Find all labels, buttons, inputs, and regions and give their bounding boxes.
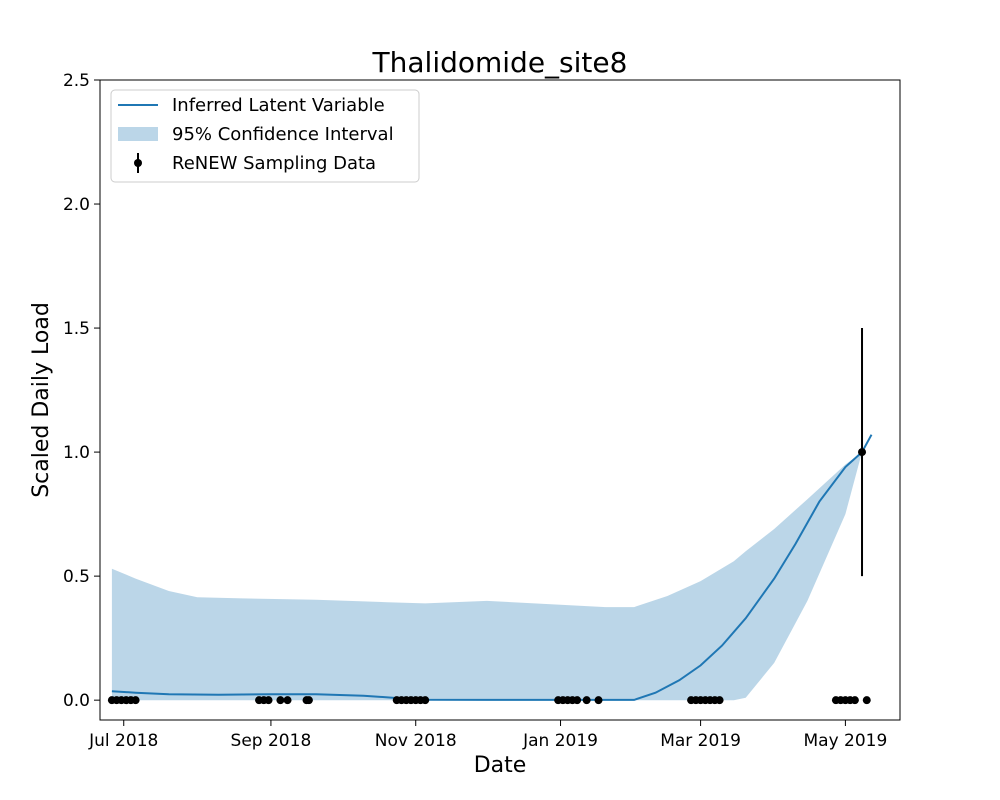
- sample-point: [304, 696, 313, 705]
- sample-point: [264, 696, 273, 705]
- sample-point: [131, 696, 140, 705]
- y-tick-label: 2.0: [63, 195, 90, 215]
- x-tick-label: Sep 2018: [231, 731, 312, 751]
- legend-box: [110, 89, 420, 183]
- sample-point: [858, 448, 867, 457]
- plot-area: [99, 79, 901, 721]
- sample-point: [573, 696, 582, 705]
- legend-label-line: Inferred Latent Variable: [172, 95, 385, 116]
- legend-label-band: 95% Confidence Interval: [172, 124, 394, 145]
- chart-title: Thalidomide_site8: [372, 46, 628, 79]
- sample-point: [421, 696, 430, 705]
- x-axis-ticks: Jul 2018 Sep 2018 Nov 2018 Jan 2019 Mar 2019…: [88, 720, 887, 751]
- x-axis-label: Date: [474, 753, 527, 778]
- plot-frame: [99, 79, 901, 721]
- x-tick-label: Jul 2018: [88, 731, 158, 751]
- legend: Inferred Latent Variable 95% Confidence …: [110, 89, 420, 183]
- latent-variable-line: [111, 434, 873, 701]
- sample-point: [862, 696, 871, 705]
- sample-point: [850, 696, 859, 705]
- y-tick-label: 1.5: [63, 319, 90, 339]
- legend-point-swatch: [134, 159, 142, 167]
- x-tick-label: Mar 2019: [660, 731, 741, 751]
- y-axis-ticks: 0.0 0.5 1.0 1.5 2.0 2.5: [63, 71, 100, 711]
- y-tick-label: 0.0: [63, 691, 90, 711]
- legend-label-points: ReNEW Sampling Data: [172, 153, 376, 174]
- sample-point: [582, 696, 591, 705]
- x-tick-label: Jan 2019: [522, 731, 598, 751]
- sample-point: [594, 696, 603, 705]
- sample-points: [107, 448, 871, 705]
- sample-point: [276, 696, 285, 705]
- y-tick-label: 2.5: [63, 71, 90, 91]
- legend-band-swatch: [118, 127, 158, 141]
- sample-point: [283, 696, 292, 705]
- y-tick-label: 0.5: [63, 567, 90, 587]
- y-tick-label: 1.0: [63, 443, 90, 463]
- confidence-band: [111, 452, 862, 701]
- x-tick-label: May 2019: [803, 731, 887, 751]
- x-tick-label: Nov 2018: [375, 731, 457, 751]
- y-axis-label: Scaled Daily Load: [29, 302, 54, 498]
- sample-point: [715, 696, 724, 705]
